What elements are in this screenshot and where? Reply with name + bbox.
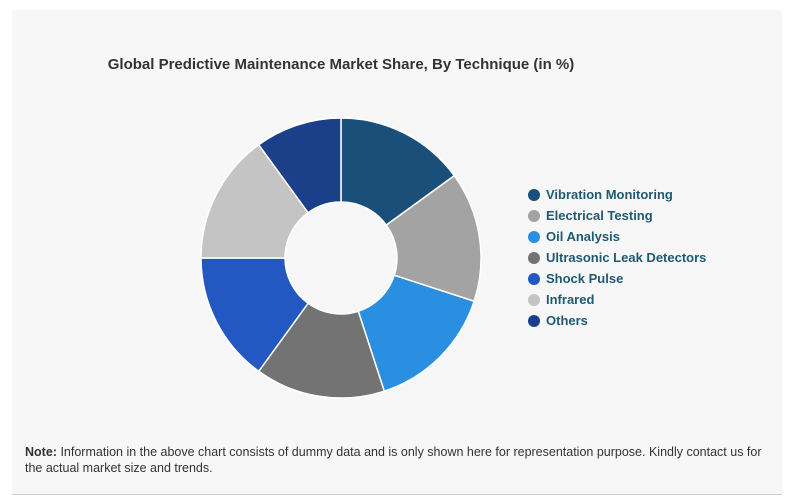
legend-label: Infrared — [546, 292, 595, 307]
legend-swatch — [528, 272, 540, 285]
legend-label: Ultrasonic Leak Detectors — [546, 250, 707, 265]
legend-label: Electrical Testing — [546, 208, 653, 223]
legend-item-others[interactable]: Others — [528, 310, 706, 331]
slice-oil-analysis[interactable] — [357, 274, 476, 393]
legend-label: Oil Analysis — [546, 229, 620, 244]
legend-swatch — [528, 251, 540, 264]
slice-infrared[interactable] — [200, 143, 310, 259]
legend-label: Others — [546, 313, 588, 328]
disclaimer-note: Note: Information in the above chart con… — [25, 444, 775, 476]
legend-swatch — [528, 293, 540, 306]
slice-vibration-monitoring[interactable] — [340, 117, 456, 227]
legend-item-oil-analysis[interactable]: Oil Analysis — [528, 226, 706, 247]
slice-shock-pulse[interactable] — [200, 257, 310, 373]
note-label: Note: — [25, 445, 57, 459]
legend-swatch — [528, 314, 540, 327]
note-text: Information in the above chart consists … — [25, 445, 762, 475]
slice-electrical-testing[interactable] — [385, 174, 482, 303]
slice-ultrasonic-leak-detectors[interactable] — [257, 302, 386, 399]
legend-label: Vibration Monitoring — [546, 187, 673, 202]
donut-slices — [200, 117, 482, 399]
legend-item-electrical-testing[interactable]: Electrical Testing — [528, 205, 706, 226]
legend-swatch — [528, 209, 540, 222]
legend-label: Shock Pulse — [546, 271, 624, 286]
legend-swatch — [528, 230, 540, 243]
legend-item-shock-pulse[interactable]: Shock Pulse — [528, 268, 706, 289]
slice-others[interactable] — [257, 117, 342, 214]
chart-title: Global Predictive Maintenance Market Sha… — [107, 56, 575, 73]
legend-swatch — [528, 188, 540, 201]
legend-item-infrared[interactable]: Infrared — [528, 289, 706, 310]
chart-legend: Vibration Monitoring Electrical Testing Oi… — [528, 184, 706, 331]
legend-item-vibration-monitoring[interactable]: Vibration Monitoring — [528, 184, 706, 205]
legend-item-ultrasonic-leak-detectors[interactable]: Ultrasonic Leak Detectors — [528, 247, 706, 268]
